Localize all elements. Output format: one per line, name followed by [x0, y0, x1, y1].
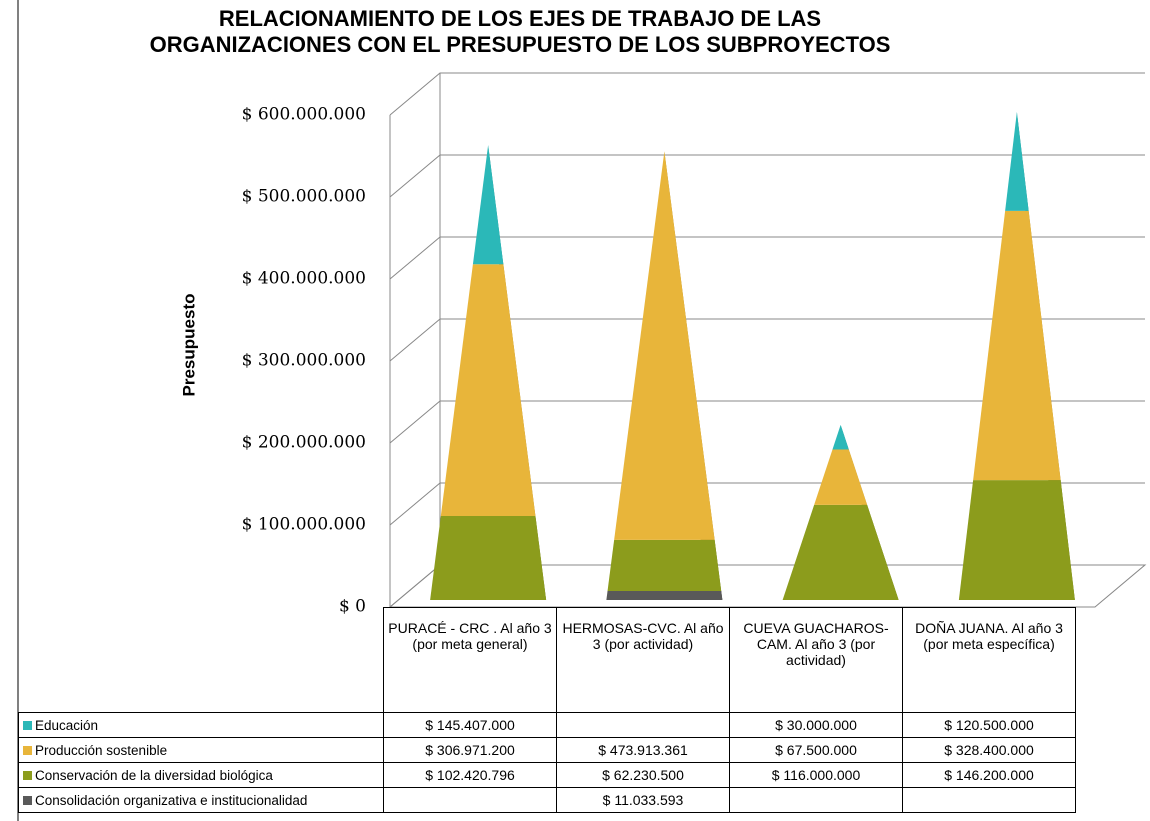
pyramid-segment	[814, 449, 868, 505]
value-cell: $ 473.913.361	[556, 737, 730, 763]
legend-entry: Conservación de la diversidad biológica	[18, 762, 384, 788]
pyramid-segment	[1005, 112, 1029, 211]
y-tick-label: $ 100.000.000	[242, 515, 366, 535]
legend-label: Producción sostenible	[35, 742, 168, 758]
table-header-row: PURACÉ - CRC . Al año 3 (por meta genera…	[18, 607, 1076, 713]
legend-swatch	[23, 795, 32, 805]
table-row: Educación $ 145.407.000 $ 30.000.000 $ 120.…	[18, 712, 1076, 738]
chart-title: RELACIONAMIENTO DE LOS EJES DE TRABAJO D…	[149, 6, 891, 57]
table-row: Consolidación organizativa e institucion…	[18, 787, 1076, 813]
legend-label: Consolidación organizativa e institucion…	[35, 792, 308, 808]
legend-entry: Consolidación organizativa e institucion…	[18, 787, 384, 813]
pyramid-segment	[614, 151, 715, 540]
legend-swatch	[23, 745, 32, 755]
category-label: PURACÉ - CRC . Al año 3 (por meta genera…	[383, 607, 557, 713]
table-row: Conservación de la diversidad biológica $…	[18, 762, 1076, 788]
pyramid-segment	[440, 264, 536, 517]
pyramid-segment	[472, 145, 504, 265]
legend-swatch	[23, 770, 32, 780]
value-cell: $ 145.407.000	[383, 712, 557, 738]
grid-line	[389, 482, 1145, 526]
y-tick-label: $ 200.000.000	[242, 433, 366, 453]
value-cell: $ 102.420.796	[383, 762, 557, 788]
grid-line	[389, 154, 1145, 198]
value-cell: $ 306.971.200	[383, 737, 557, 763]
table-corner	[18, 607, 384, 713]
grid-line	[389, 72, 1145, 116]
value-cell: $ 30.000.000	[729, 712, 903, 738]
pyramid-segment	[973, 210, 1061, 481]
legend-swatch	[23, 720, 32, 730]
value-cell: $ 116.000.000	[729, 762, 903, 788]
value-cell	[556, 712, 730, 738]
value-cell: $ 120.500.000	[902, 712, 1076, 738]
legend-entry: Educación	[18, 712, 384, 738]
pyramid-segment	[607, 539, 722, 591]
y-tick-label: $ 500.000.000	[242, 187, 366, 207]
table-row: Producción sostenible $ 306.971.200 $ 473.…	[18, 737, 1076, 763]
y-tick-label: $ 400.000.000	[242, 269, 366, 289]
category-label: CUEVA GUACHAROS-CAM. Al año 3 (por activ…	[729, 607, 903, 713]
y-tick-label: $ 300.000.000	[242, 351, 366, 371]
legend-entry: Producción sostenible	[18, 737, 384, 763]
grid-line	[389, 318, 1145, 362]
legend-label: Conservación de la diversidad biológica	[35, 767, 273, 783]
category-label: DOÑA JUANA. Al año 3 (por meta específic…	[902, 607, 1076, 713]
value-cell	[383, 787, 557, 813]
y-tick-label: $ 600.000.000	[242, 105, 366, 125]
value-cell: $ 146.200.000	[902, 762, 1076, 788]
data-table: PURACÉ - CRC . Al año 3 (por meta genera…	[18, 607, 1076, 813]
grid-line	[389, 236, 1145, 280]
pyramid-segment	[782, 504, 899, 600]
pyramid-segment	[958, 480, 1075, 600]
category-label: HERMOSAS-CVC. Al año 3 (por actividad)	[556, 607, 730, 713]
value-cell: $ 11.033.593	[556, 787, 730, 813]
value-cell	[902, 787, 1076, 813]
value-cell	[729, 787, 903, 813]
grid-line	[389, 400, 1145, 444]
pyramid-segment	[606, 590, 723, 600]
value-cell: $ 67.500.000	[729, 737, 903, 763]
value-cell: $ 62.230.500	[556, 762, 730, 788]
y-axis-label: Presupuesto	[179, 294, 198, 397]
pyramid-segment	[832, 424, 849, 450]
pyramid-segment	[430, 516, 547, 600]
legend-label: Educación	[35, 717, 99, 733]
value-cell: $ 328.400.000	[902, 737, 1076, 763]
